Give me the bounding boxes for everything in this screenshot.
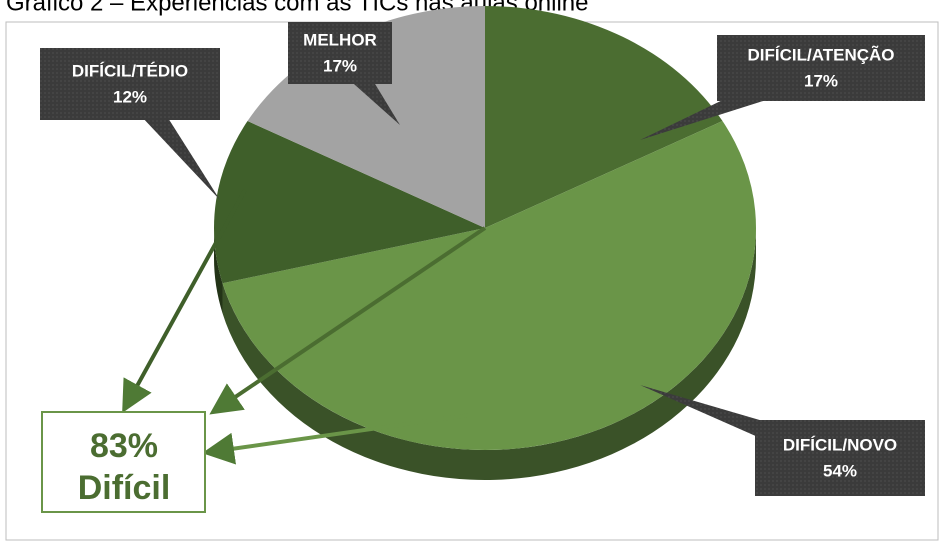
- category-label: MELHOR: [303, 30, 377, 49]
- pie-side: [214, 228, 223, 314]
- pie-slice: [222, 121, 756, 450]
- label-box: [40, 48, 220, 120]
- label-box: [717, 35, 925, 101]
- arrow: [202, 413, 471, 465]
- category-label: DIFÍCIL/NOVO: [783, 435, 897, 454]
- label-box: [755, 420, 925, 496]
- pie: [214, 6, 756, 480]
- data-labels: DIFÍCIL/ATENÇÃO 17% DIFÍCIL/NOVO 54% DIFÍCIL…: [40, 22, 925, 496]
- category-label: DIFÍCIL/ATENÇÃO: [747, 44, 894, 64]
- value-label: 12%: [113, 87, 147, 106]
- annotation: 83%: [90, 427, 158, 465]
- arrows: [122, 189, 487, 465]
- label-box: [288, 22, 392, 84]
- category-label: DIFÍCIL/TÉDIO: [72, 61, 188, 80]
- arrow: [209, 226, 487, 415]
- annotation-box: [41, 411, 206, 513]
- value-label: 17%: [804, 71, 838, 90]
- value-label: 54%: [823, 461, 857, 480]
- annotation: Difícil: [78, 469, 171, 507]
- arrow: [122, 189, 247, 414]
- value-label: 17%: [323, 56, 357, 75]
- pie-slice: [214, 121, 485, 284]
- pie-slice: [485, 6, 723, 228]
